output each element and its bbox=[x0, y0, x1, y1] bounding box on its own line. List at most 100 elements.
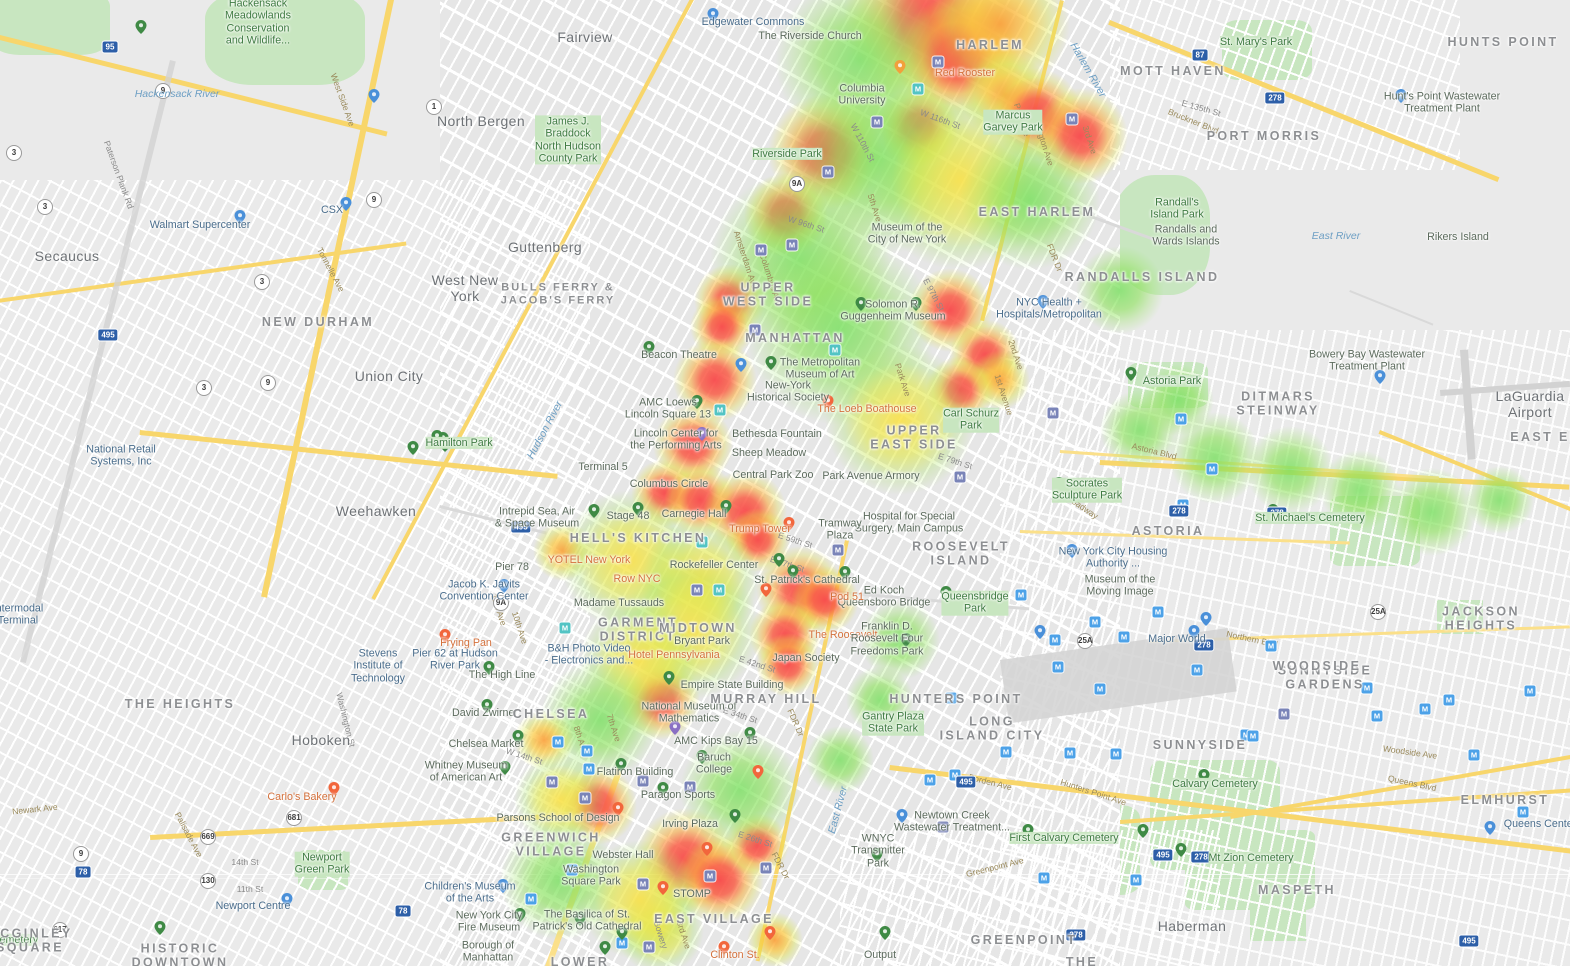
subway-station-icon[interactable]: M bbox=[696, 536, 708, 548]
poi-pin-theatre[interactable] bbox=[701, 842, 713, 856]
poi-pin-museum[interactable] bbox=[765, 356, 777, 370]
highway-shield-87[interactable]: 87 bbox=[1191, 48, 1209, 62]
poi-pin-venue[interactable] bbox=[720, 500, 732, 514]
poi-pin-park[interactable] bbox=[154, 921, 166, 935]
subway-station-icon[interactable]: M bbox=[583, 763, 595, 775]
subway-station-icon[interactable]: M bbox=[1361, 682, 1373, 694]
subway-station-icon[interactable]: M bbox=[755, 244, 767, 256]
highway-shield-495[interactable]: 495 bbox=[97, 328, 119, 342]
subway-station-icon[interactable]: M bbox=[1371, 710, 1383, 722]
subway-station-icon[interactable]: M bbox=[581, 745, 593, 757]
highway-shield-669[interactable]: 669 bbox=[200, 829, 216, 845]
poi-pin-church[interactable] bbox=[839, 566, 851, 580]
subway-station-icon[interactable]: M bbox=[1038, 872, 1050, 884]
subway-station-icon[interactable]: M bbox=[832, 544, 844, 556]
subway-station-icon[interactable]: M bbox=[1265, 640, 1277, 652]
highway-shield-9[interactable]: 9 bbox=[155, 83, 171, 99]
highway-shield-278[interactable]: 278 bbox=[1264, 91, 1286, 105]
subway-station-icon[interactable]: M bbox=[1517, 806, 1529, 818]
poi-pin-museum[interactable] bbox=[735, 358, 747, 372]
poi-pin-restaurant[interactable] bbox=[718, 941, 730, 955]
subway-station-icon[interactable]: M bbox=[945, 692, 957, 704]
highway-shield-278[interactable]: 278 bbox=[1193, 638, 1215, 652]
poi-pin-restaurant[interactable] bbox=[894, 60, 906, 74]
subway-station-icon[interactable]: M bbox=[643, 941, 655, 953]
subway-station-icon[interactable]: M bbox=[637, 775, 649, 787]
highway-shield-9a[interactable]: 9A bbox=[493, 595, 509, 611]
poi-pin-restaurant[interactable] bbox=[439, 629, 451, 643]
poi-pin-market[interactable] bbox=[512, 730, 524, 744]
subway-station-icon[interactable]: M bbox=[1240, 729, 1252, 741]
highway-shield-495[interactable]: 495 bbox=[955, 775, 977, 789]
subway-station-icon[interactable]: M bbox=[1130, 874, 1142, 886]
subway-station-icon[interactable]: M bbox=[829, 344, 841, 356]
poi-pin-hotel[interactable] bbox=[783, 517, 795, 531]
subway-station-icon[interactable]: M bbox=[954, 471, 966, 483]
poi-pin-museum[interactable] bbox=[855, 297, 867, 311]
subway-station-icon[interactable]: M bbox=[822, 166, 834, 178]
poi-pin-cinema[interactable] bbox=[744, 727, 756, 741]
highway-shield-9[interactable]: 9 bbox=[73, 846, 89, 862]
highway-shield-3[interactable]: 3 bbox=[6, 145, 22, 161]
poi-pin-rail[interactable] bbox=[340, 197, 352, 211]
poi-pin-college[interactable] bbox=[696, 750, 708, 764]
subway-station-icon[interactable]: M bbox=[749, 324, 761, 336]
poi-pin-shop[interactable] bbox=[234, 210, 246, 224]
poi-pin-place[interactable] bbox=[599, 941, 611, 955]
poi-pin-park[interactable] bbox=[1175, 843, 1187, 857]
subway-station-icon[interactable]: M bbox=[1443, 694, 1455, 706]
subway-station-icon[interactable]: M bbox=[1175, 413, 1187, 425]
poi-pin-venue[interactable] bbox=[588, 504, 600, 518]
poi-pin-building[interactable] bbox=[615, 758, 627, 772]
poi-pin-shop[interactable] bbox=[657, 782, 669, 796]
subway-station-icon[interactable]: M bbox=[1468, 749, 1480, 761]
poi-pin-place[interactable] bbox=[707, 8, 719, 22]
poi-pin-gallery[interactable] bbox=[481, 699, 493, 713]
poi-pin-park[interactable] bbox=[900, 633, 912, 647]
subway-station-icon[interactable]: M bbox=[579, 792, 591, 804]
poi-pin-mall[interactable] bbox=[1484, 821, 1496, 835]
subway-station-icon[interactable]: M bbox=[713, 584, 725, 596]
highway-shield-495[interactable]: 495 bbox=[1152, 848, 1174, 862]
poi-pin-park[interactable] bbox=[483, 661, 495, 675]
poi-pin-restaurant[interactable] bbox=[752, 765, 764, 779]
poi-pin-shop[interactable] bbox=[612, 802, 624, 816]
subway-station-icon[interactable]: M bbox=[1152, 606, 1164, 618]
highway-shield-i95[interactable]: 95 bbox=[101, 40, 119, 54]
subway-station-icon[interactable]: M bbox=[1049, 634, 1061, 646]
highway-shield-9a[interactable]: 9A bbox=[789, 176, 805, 192]
poi-pin-plant[interactable] bbox=[1374, 370, 1386, 384]
subway-station-icon[interactable]: M bbox=[1094, 683, 1106, 695]
subway-station-icon[interactable]: M bbox=[1524, 685, 1536, 697]
highway-shield-617[interactable]: 617 bbox=[52, 922, 68, 938]
subway-station-icon[interactable]: M bbox=[546, 776, 558, 788]
poi-pin-museum[interactable] bbox=[497, 879, 509, 893]
poi-pin-building[interactable] bbox=[498, 579, 510, 593]
poi-pin-plant[interactable] bbox=[368, 89, 380, 103]
highway-shield-25a[interactable]: 25A bbox=[1077, 633, 1093, 649]
poi-pin-park[interactable] bbox=[135, 20, 147, 34]
poi-pin-park[interactable] bbox=[879, 926, 891, 940]
subway-station-icon[interactable]: M bbox=[637, 878, 649, 890]
highway-shield-495[interactable]: 495 bbox=[510, 520, 532, 534]
poi-pin-shop[interactable] bbox=[1200, 612, 1212, 626]
poi-pin-park[interactable] bbox=[729, 809, 741, 823]
subway-station-icon[interactable]: M bbox=[937, 821, 949, 833]
subway-station-icon[interactable]: M bbox=[616, 937, 628, 949]
subway-station-icon[interactable]: M bbox=[1047, 407, 1059, 419]
subway-station-icon[interactable]: M bbox=[912, 83, 924, 95]
highway-shield-9[interactable]: 9 bbox=[260, 375, 276, 391]
poi-pin-park[interactable] bbox=[1137, 824, 1149, 838]
poi-pin-restaurant[interactable] bbox=[764, 926, 776, 940]
subway-station-icon[interactable]: M bbox=[924, 774, 936, 786]
subway-station-icon[interactable]: M bbox=[1110, 748, 1122, 760]
highway-shield-78[interactable]: 78 bbox=[394, 904, 412, 918]
subway-station-icon[interactable]: M bbox=[691, 584, 703, 596]
poi-pin-park[interactable] bbox=[1125, 367, 1137, 381]
poi-pin-park[interactable] bbox=[871, 848, 883, 862]
poi-pin-museum[interactable] bbox=[499, 761, 511, 775]
highway-shield-495[interactable]: 495 bbox=[1458, 934, 1480, 948]
subway-station-icon[interactable]: M bbox=[1089, 616, 1101, 628]
highway-shield-681[interactable]: 681 bbox=[286, 810, 302, 826]
